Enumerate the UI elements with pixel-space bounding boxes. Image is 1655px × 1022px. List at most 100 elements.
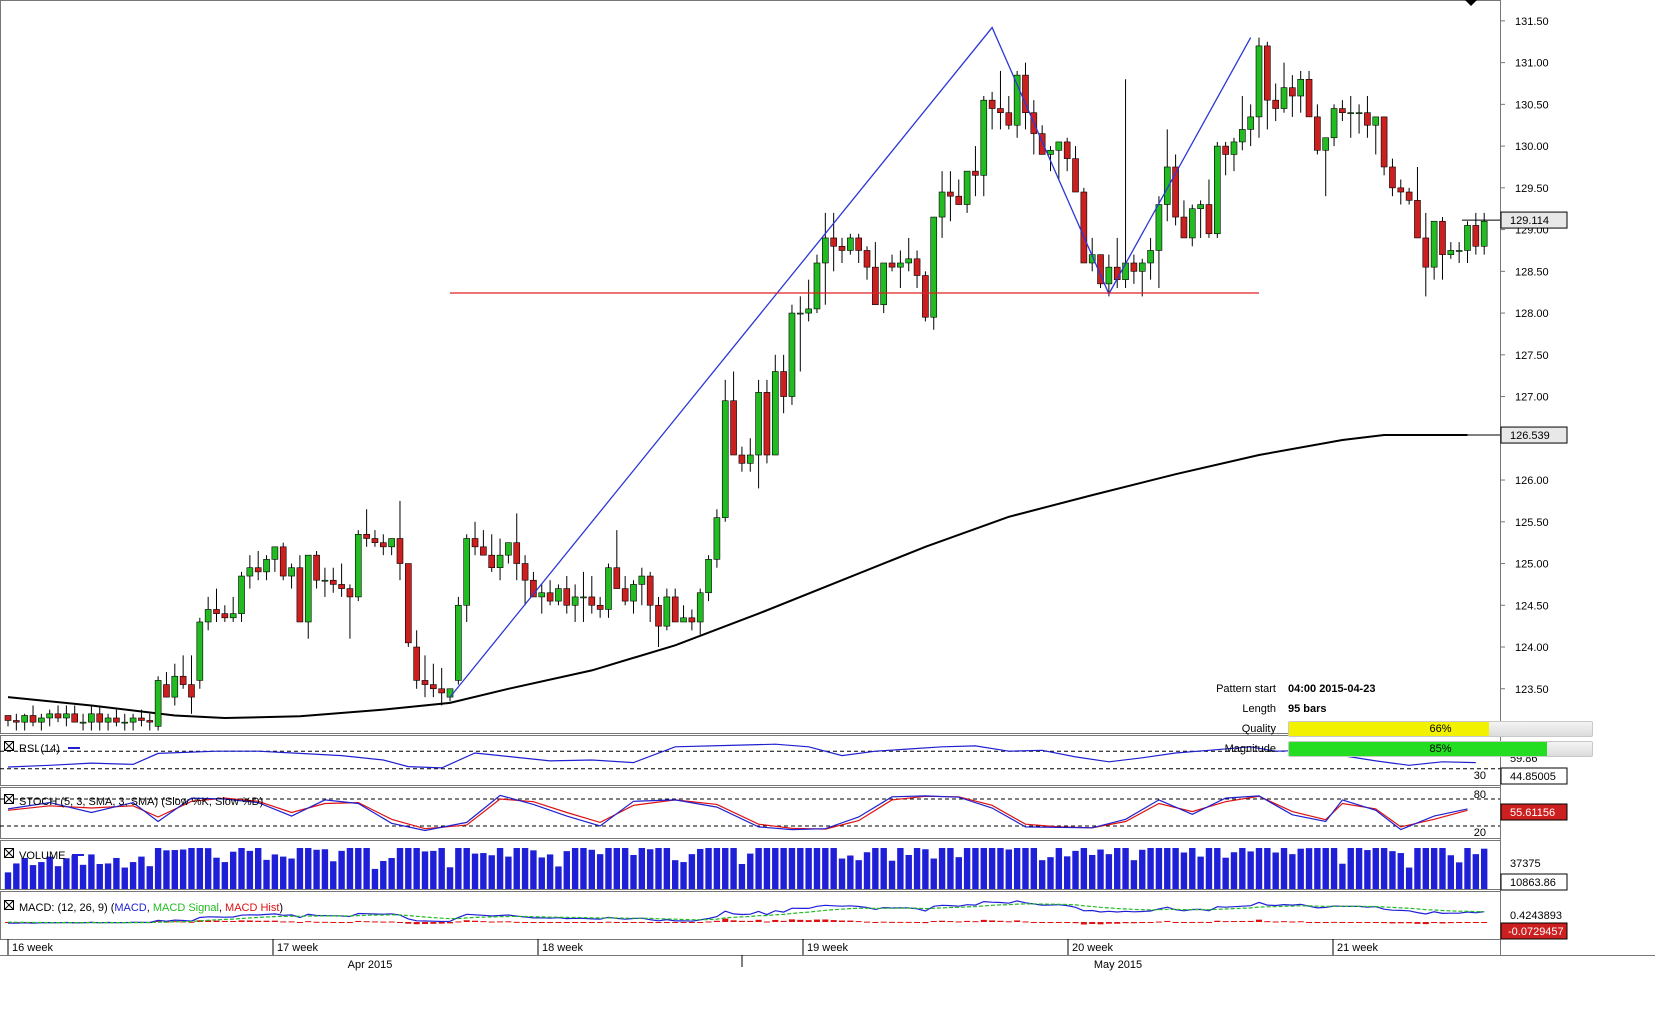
candle-body [1372,116,1380,126]
price-tick-label: 125.50 [1515,517,1549,529]
volume-bar [730,848,737,889]
rsi-close-icon-x [4,741,14,751]
candle-body [1005,112,1013,126]
macd-hist-bar [513,921,520,923]
macd-hist-bar [371,921,378,923]
macd-hist-bar [747,920,754,922]
candle-body [1389,166,1396,189]
macd-label-part: MACD Hist [225,902,279,914]
volume-bar [713,848,721,889]
price-tick-label: 124.00 [1515,642,1549,654]
candle-body [379,542,387,548]
candle-body [1330,108,1338,139]
macd-hist-bar [463,920,470,922]
macd-hist-bar [889,921,896,923]
macd-hist-bar [588,922,595,923]
candle-body [955,195,963,205]
volume-bar [338,850,345,889]
candle-body [38,717,45,723]
volume-bar [13,863,20,889]
candle-body [430,684,437,690]
macd-hist-bar [880,921,887,923]
volume-bar [1180,852,1188,889]
volume-bar [830,848,837,889]
volume-bar [697,848,704,889]
macd-hist-bar [655,922,662,924]
volume-bar [1289,854,1296,889]
price-tick-label: 131.50 [1515,16,1549,28]
candle-body [771,371,779,456]
volume-bar [1272,852,1279,889]
pattern-start-label: Pattern start [1216,683,1276,695]
volume-bar [1013,848,1021,889]
macd-hist-bar [171,921,178,923]
volume-bar [513,848,520,889]
candle-body [54,713,62,719]
pattern-magnitude-row: Magnitude 85% [1140,739,1593,759]
candle-body [655,604,662,627]
macd-hist-bar [855,921,862,923]
rsi-current-label: 44.85005 [1510,771,1556,783]
candle-body [938,191,946,218]
macd-hist-bar [422,922,428,925]
candle-body [321,579,329,582]
candle-body [1138,262,1146,272]
candle-body [872,266,879,306]
macd-hist-bar [1047,922,1054,923]
volume-bar [938,848,946,889]
candle-body [1013,74,1021,126]
candle-body [505,542,512,556]
macd-hist-bar [221,920,228,922]
volume-bar [972,848,979,889]
macd-hist-bar [280,921,287,923]
candle-body [1447,250,1455,255]
volume-bar [1097,849,1104,889]
macd-hist-bar [346,922,353,923]
ma-value-box [1500,426,1568,444]
volume-bar [546,854,554,889]
macd-hist-bar [1439,922,1446,924]
volume-bar [1122,848,1129,889]
candle-body [171,675,179,698]
candle-body [279,546,287,577]
volume-bar [421,851,429,889]
volume-bar [330,861,337,889]
candle-body [513,542,521,564]
macd-hist-bar [697,922,704,923]
candle-body [963,170,971,205]
candle-body [630,584,637,602]
stoch-d-line [7,795,1468,830]
volume-bar [321,849,329,889]
volume-bar [672,860,679,889]
volume-bar [213,857,220,889]
volume-bar [913,848,921,889]
macd-hist-bar [830,920,837,922]
price-tick-label: 127.00 [1515,392,1549,404]
volume-current-box [1500,873,1568,891]
candle-body [1264,45,1271,101]
price-tick-label: 126.00 [1515,475,1549,487]
volume-bar [1480,848,1488,889]
candle-body [805,308,812,314]
candle-body [1280,87,1288,109]
volume-bar [1164,848,1171,889]
week-label: 21 week [1337,942,1378,954]
macd-hist-bar [864,921,871,923]
macd-hist-bar [989,920,996,922]
rsi-level-30: 30 [1474,770,1486,782]
candle-body [1247,116,1254,130]
macd-hist-bar [1422,922,1429,925]
volume-bar [521,848,529,889]
macd-hist-bar [522,922,529,923]
volume-bar [1189,848,1196,889]
macd-hist-bar [755,919,762,922]
macd-hist-bar [430,922,437,924]
pattern-length-row: Length 95 bars [1140,699,1560,719]
price-tick-label: 131.00 [1515,58,1549,70]
quality-bar: 66% [1288,721,1593,737]
candle-body [530,579,537,598]
price-tick-label: 127.50 [1515,350,1549,362]
candle-body [830,237,837,247]
candle-body [1297,79,1304,97]
macd-hist-bar [572,922,579,923]
